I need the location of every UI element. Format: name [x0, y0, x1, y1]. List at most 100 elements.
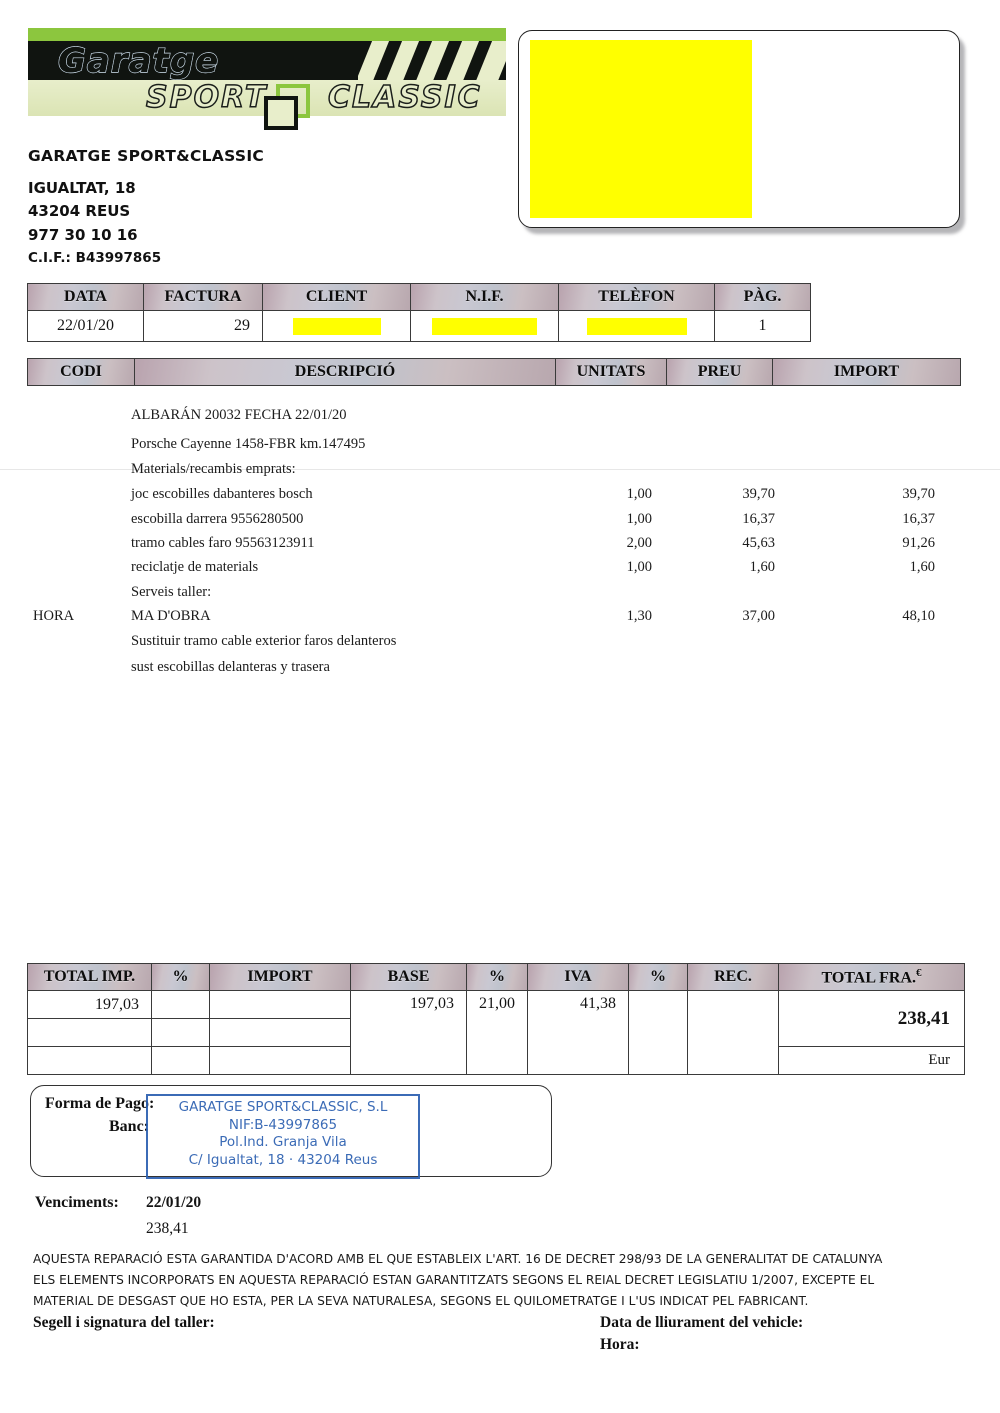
list-item: Porsche Cayenne 1458-FBR km.147495 — [27, 433, 955, 456]
forma-de-pago-label: Forma de Pago: — [45, 1095, 155, 1112]
company-logo: Garatge SPORT CLASSIC — [28, 28, 506, 130]
segell-signatura-label: Segell i signatura del taller: — [33, 1314, 215, 1331]
item-import: 1,60 — [909, 559, 935, 575]
item-desc: sust escobillas delanteras y trasera — [131, 659, 330, 675]
header-unitats: UNITATS — [555, 358, 667, 386]
item-import: 91,26 — [902, 535, 935, 551]
item-preu: 16,37 — [742, 511, 775, 527]
item-desc: tramo cables faro 95563123911 — [131, 535, 315, 551]
header-total-fra-label: TOTAL FRA. — [821, 969, 917, 987]
item-preu: 39,70 — [742, 486, 775, 502]
client-redaction-block — [292, 317, 381, 335]
value-pct-2: 21,00 — [466, 990, 528, 1075]
item-desc: Materials/recambis emprats: — [131, 461, 296, 477]
value-total-imp: 197,03 — [27, 990, 152, 1019]
list-item: HORA MA D'OBRA 1,30 37,00 48,10 — [27, 605, 955, 628]
invoice-info-table: DATA FACTURA CLIENT N.I.F. TELÈFON PÀG. … — [27, 283, 811, 342]
totals-header-row: TOTAL IMP. % IMPORT BASE % IVA % REC. TO… — [27, 963, 965, 991]
list-item: ALBARÁN 20032 FECHA 22/01/20 — [27, 404, 955, 427]
item-desc: Serveis taller: — [131, 584, 212, 600]
header-data: DATA — [27, 283, 144, 311]
value-data: 22/01/20 — [27, 310, 144, 342]
data-lliurament-label: Data de lliurament del vehicle: — [600, 1314, 804, 1331]
legal-disclaimer: AQUESTA REPARACIÓ ESTA GARANTIDA D'ACORD… — [33, 1249, 958, 1312]
banc-label: Banc: — [109, 1118, 149, 1135]
item-desc: MA D'OBRA — [131, 608, 211, 624]
header-descripcio: DESCRIPCIÓ — [134, 358, 556, 386]
item-import: 39,70 — [902, 486, 935, 502]
item-unitats: 2,00 — [626, 535, 652, 551]
legal-line-1: AQUESTA REPARACIÓ ESTA GARANTIDA D'ACORD… — [33, 1252, 883, 1266]
venciments-label: Venciments: — [35, 1194, 119, 1211]
value-pct-1-3 — [151, 1046, 210, 1075]
list-item: Serveis taller: — [27, 581, 955, 604]
payment-method-box: Forma de Pago: Banc: — [30, 1085, 552, 1177]
list-item: Sustituir tramo cable exterior faros del… — [27, 630, 955, 653]
header-total-fra: TOTAL FRA.€ — [778, 963, 965, 991]
item-codi: HORA — [33, 608, 75, 624]
company-stamp: GARATGE SPORT&CLASSIC, S.L NIF:B-4399786… — [146, 1094, 420, 1179]
company-phone: 977 30 10 16 — [28, 226, 138, 244]
item-import: 48,10 — [902, 608, 935, 624]
value-iva: 41,38 — [527, 990, 629, 1075]
value-client — [262, 310, 411, 342]
list-item: Materials/recambis emprats: — [27, 458, 955, 481]
header-import: IMPORT — [772, 358, 961, 386]
header-pagina: PÀG. — [714, 283, 811, 311]
header-client: CLIENT — [262, 283, 411, 311]
logo-wordmark-garatge: Garatge — [57, 40, 220, 81]
value-pagina: 1 — [714, 310, 811, 342]
company-cif: C.I.F.: B43997865 — [28, 250, 162, 266]
company-city: 43204 REUS — [28, 202, 131, 220]
item-preu: 45,63 — [742, 535, 775, 551]
header-nif: N.I.F. — [410, 283, 559, 311]
venciments-amount: 238,41 — [146, 1220, 189, 1237]
line-items-list: ALBARÁN 20032 FECHA 22/01/20 Porsche Cay… — [0, 404, 1000, 675]
item-desc: Sustituir tramo cable exterior faros del… — [131, 633, 397, 649]
header-telefon: TELÈFON — [558, 283, 715, 311]
header-preu: PREU — [666, 358, 773, 386]
customer-redaction-block — [530, 40, 752, 218]
currency-label: Eur — [778, 1046, 965, 1075]
value-pct-3 — [628, 990, 688, 1075]
value-rec — [687, 990, 779, 1075]
value-total-imp-3 — [27, 1046, 152, 1075]
item-desc: ALBARÁN 20032 FECHA 22/01/20 — [131, 407, 347, 423]
totals-table: TOTAL IMP. % IMPORT BASE % IVA % REC. TO… — [27, 963, 965, 1075]
logo-stripes-icon — [358, 41, 506, 81]
header-iva: IVA — [527, 963, 629, 991]
item-desc: joc escobilles dabanteres bosch — [131, 486, 313, 502]
value-factura: 29 — [143, 310, 263, 342]
item-import: 16,37 — [902, 511, 935, 527]
value-import-2 — [209, 1018, 351, 1047]
value-total-imp-2 — [27, 1018, 152, 1047]
stamp-line-3: Pol.Ind. Granja Vila — [219, 1134, 347, 1150]
logo-wordmark-classic: CLASSIC — [327, 79, 482, 116]
logo-wordmark-sport: SPORT — [145, 79, 268, 116]
list-item: joc escobilles dabanteres bosch 1,00 39,70… — [27, 483, 955, 506]
value-nif — [410, 310, 559, 342]
logo-green-bar — [28, 28, 506, 42]
legal-line-3: MATERIAL DE DESGAST QUE HO ESTA, PER LA … — [33, 1294, 809, 1308]
item-unitats: 1,00 — [626, 486, 652, 502]
header-pct-1: % — [151, 963, 210, 991]
value-base: 197,03 — [350, 990, 467, 1075]
item-preu: 37,00 — [742, 608, 775, 624]
totals-row-1: 197,03 197,03 21,00 41,38 238,41 — [27, 990, 965, 1075]
item-desc: Porsche Cayenne 1458-FBR km.147495 — [131, 436, 366, 452]
header-codi: CODI — [27, 358, 135, 386]
value-pct-1 — [151, 990, 210, 1019]
info-header-row: DATA FACTURA CLIENT N.I.F. TELÈFON PÀG. — [27, 283, 811, 311]
nif-redaction-block — [432, 317, 537, 335]
item-unitats: 1,30 — [626, 608, 652, 624]
header-pct-3: % — [628, 963, 688, 991]
value-import — [209, 990, 351, 1019]
header-rec: REC. — [687, 963, 779, 991]
stamp-line-2: NIF:B-43997865 — [228, 1116, 338, 1133]
legal-line-2: ELS ELEMENTS INCORPORATS EN AQUESTA REPA… — [33, 1273, 875, 1287]
line-items-header-row: CODI DESCRIPCIÓ UNITATS PREU IMPORT — [27, 358, 961, 386]
value-import-3 — [209, 1046, 351, 1075]
value-telefon — [558, 310, 715, 342]
value-grand-total: 238,41 — [778, 990, 965, 1047]
stamp-line-1: GARATGE SPORT&CLASSIC, S.L — [178, 1099, 388, 1115]
